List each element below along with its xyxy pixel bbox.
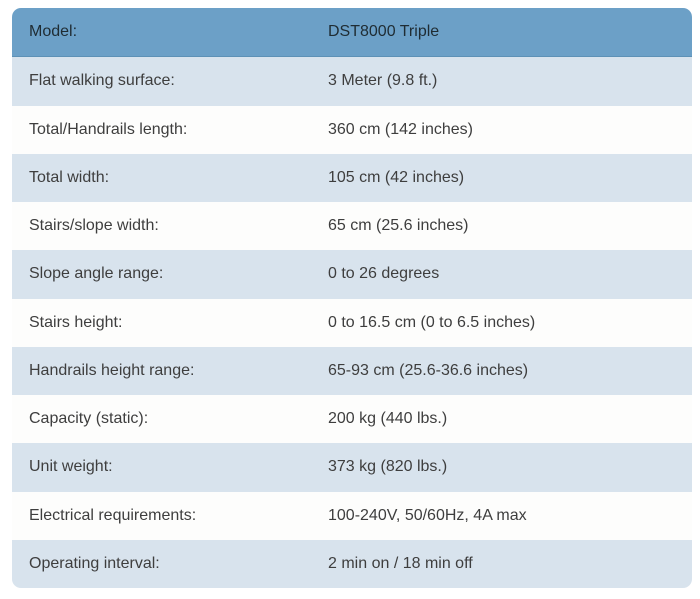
spec-row-value: 0 to 16.5 cm (0 to 6.5 inches)	[328, 313, 536, 331]
spec-row: Electrical requirements: 100-240V, 50/60…	[12, 491, 692, 540]
spec-row: Total width: 105 cm (42 inches)	[12, 153, 692, 202]
spec-row-label: Unit weight:	[29, 458, 113, 476]
spec-row-label: Electrical requirements:	[29, 506, 197, 524]
spec-row: Capacity (static): 200 kg (440 lbs.)	[12, 395, 692, 444]
spec-row-label: Operating interval:	[29, 554, 160, 572]
spec-row-label: Flat walking surface:	[29, 72, 175, 90]
spec-row-value: 105 cm (42 inches)	[328, 168, 465, 186]
spec-row-value: 200 kg (440 lbs.)	[328, 410, 448, 428]
spec-row: Flat walking surface: 3 Meter (9.8 ft.)	[12, 57, 692, 106]
spec-row-value: 360 cm (142 inches)	[328, 120, 473, 138]
spec-header-label: Model:	[29, 23, 78, 41]
spec-row-label: Total/Handrails length:	[29, 120, 188, 138]
spec-row-label: Handrails height range:	[29, 361, 195, 379]
spec-row-label: Capacity (static):	[29, 410, 149, 428]
spec-row-label: Stairs height:	[29, 313, 123, 331]
spec-row-value: 100-240V, 50/60Hz, 4A max	[328, 506, 527, 524]
spec-row-value: 0 to 26 degrees	[328, 265, 440, 283]
spec-row: Stairs/slope width: 65 cm (25.6 inches)	[12, 202, 692, 251]
spec-row-label: Stairs/slope width:	[29, 217, 159, 235]
spec-row-value: 2 min on / 18 min off	[328, 554, 473, 572]
spec-row-value: 65 cm (25.6 inches)	[328, 217, 469, 235]
spec-row-value: 65-93 cm (25.6-36.6 inches)	[328, 361, 529, 379]
spec-row: Slope angle range: 0 to 26 degrees	[12, 250, 692, 299]
spec-row-value: 3 Meter (9.8 ft.)	[328, 72, 438, 90]
spec-row: Operating interval: 2 min on / 18 min of…	[12, 539, 692, 588]
spec-row-label: Slope angle range:	[29, 265, 164, 283]
spec-row: Total/Handrails length: 360 cm (142 inch…	[12, 105, 692, 154]
spec-row: Stairs height: 0 to 16.5 cm (0 to 6.5 in…	[12, 298, 692, 347]
spec-row: Unit weight: 373 kg (820 lbs.)	[12, 443, 692, 492]
spec-header-value: DST8000 Triple	[328, 23, 440, 41]
spec-row-value: 373 kg (820 lbs.)	[328, 458, 448, 476]
spec-row: Handrails height range: 65-93 cm (25.6-3…	[12, 346, 692, 395]
spec-table: Model: DST8000 Triple Flat walking surfa…	[12, 8, 692, 588]
spec-row-label: Total width:	[29, 168, 110, 186]
spec-table-header-row: Model: DST8000 Triple	[12, 8, 692, 58]
